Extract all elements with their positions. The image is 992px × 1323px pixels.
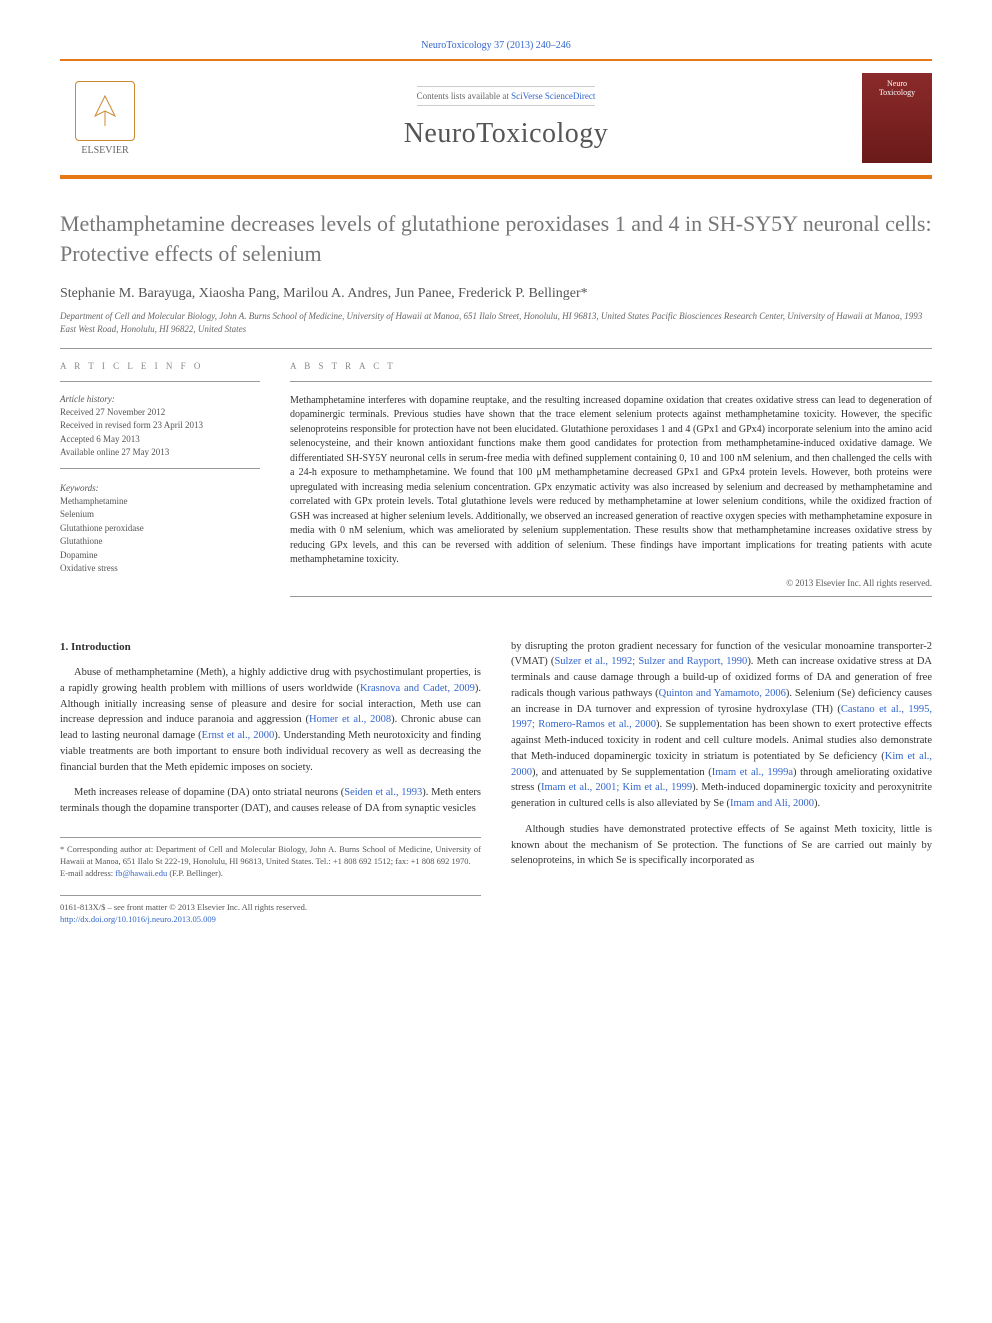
citation-link[interactable]: Imam et al., 1999a xyxy=(712,767,793,778)
history-label: Article history: xyxy=(60,394,260,404)
history-item: Received in revised form 23 April 2013 xyxy=(60,419,260,433)
email-label: E-mail address: xyxy=(60,868,115,878)
keyword-item: Dopamine xyxy=(60,549,260,563)
history-item: Available online 27 May 2013 xyxy=(60,446,260,460)
abstract-divider xyxy=(290,381,932,382)
cover-title-top: Neuro xyxy=(887,79,907,88)
doi-link[interactable]: http://dx.doi.org/10.1016/j.neuro.2013.0… xyxy=(60,914,481,926)
elsevier-label: ELSEVIER xyxy=(81,145,128,156)
article-info-label: A R T I C L E I N F O xyxy=(60,361,260,371)
body-text: ), and attenuated by Se supplementation … xyxy=(532,767,712,778)
body-text: ). xyxy=(814,798,820,809)
history-item: Accepted 6 May 2013 xyxy=(60,433,260,447)
abstract-block: A B S T R A C T Methamphetamine interfer… xyxy=(290,361,932,609)
keyword-item: Selenium xyxy=(60,508,260,522)
publisher-block: ELSEVIER xyxy=(60,81,150,156)
body-paragraph: Abuse of methamphetamine (Meth), a highl… xyxy=(60,665,481,775)
history-item: Received 27 November 2012 xyxy=(60,406,260,420)
abstract-label: A B S T R A C T xyxy=(290,361,932,371)
abstract-text: Methamphetamine interferes with dopamine… xyxy=(290,394,932,568)
keyword-item: Glutathione xyxy=(60,535,260,549)
journal-cover-thumbnail: Neuro Toxicology xyxy=(862,73,932,163)
sciencedirect-link[interactable]: SciVerse ScienceDirect xyxy=(511,91,595,101)
masthead-center: Contents lists available at SciVerse Sci… xyxy=(150,86,862,150)
citation-link[interactable]: Krasnova and Cadet, 2009 xyxy=(360,683,475,694)
affiliations: Department of Cell and Molecular Biology… xyxy=(60,310,932,335)
citation-link[interactable]: Seiden et al., 1993 xyxy=(344,787,422,798)
keyword-item: Glutathione peroxidase xyxy=(60,522,260,536)
body-paragraph: Meth increases release of dopamine (DA) … xyxy=(60,785,481,817)
article-title: Methamphetamine decreases levels of glut… xyxy=(60,209,932,268)
masthead: ELSEVIER Contents lists available at Sci… xyxy=(60,59,932,179)
cover-title-bottom: Toxicology xyxy=(879,88,915,97)
front-matter-text: 0161-813X/$ – see front matter © 2013 El… xyxy=(60,902,481,914)
info-divider xyxy=(60,468,260,469)
footnote-text: * Corresponding author at: Department of… xyxy=(60,844,481,868)
journal-citation-header: NeuroToxicology 37 (2013) 240–246 xyxy=(60,40,932,51)
abstract-bottom-divider xyxy=(290,596,932,597)
contents-prefix: Contents lists available at xyxy=(417,91,511,101)
citation-link[interactable]: Sulzer et al., 1992; Sulzer and Rayport,… xyxy=(554,656,747,667)
keyword-item: Methamphetamine xyxy=(60,495,260,509)
body-column-left: 1. Introduction Abuse of methamphetamine… xyxy=(60,639,481,927)
citation-link[interactable]: Quinton and Yamamoto, 2006 xyxy=(659,688,786,699)
journal-title: NeuroToxicology xyxy=(150,118,862,150)
elsevier-tree-logo xyxy=(75,81,135,141)
body-column-right: by disrupting the proton gradient necess… xyxy=(511,639,932,927)
body-paragraph: Although studies have demonstrated prote… xyxy=(511,822,932,869)
section-heading: 1. Introduction xyxy=(60,639,481,656)
body-text: Although studies have demonstrated prote… xyxy=(511,824,932,867)
citation-link[interactable]: Ernst et al., 2000 xyxy=(202,730,275,741)
keyword-item: Oxidative stress xyxy=(60,562,260,576)
corresponding-author-footnote: * Corresponding author at: Department of… xyxy=(60,837,481,880)
body-paragraph: by disrupting the proton gradient necess… xyxy=(511,639,932,812)
body-text: Meth increases release of dopamine (DA) … xyxy=(74,787,344,798)
email-link[interactable]: fb@hawaii.edu xyxy=(115,868,167,878)
divider-rule xyxy=(60,348,932,349)
copyright-line: © 2013 Elsevier Inc. All rights reserved… xyxy=(290,578,932,588)
contents-availability: Contents lists available at SciVerse Sci… xyxy=(417,86,596,106)
author-list: Stephanie M. Barayuga, Xiaosha Pang, Mar… xyxy=(60,286,932,302)
info-divider xyxy=(60,381,260,382)
citation-link[interactable]: Imam et al., 2001; Kim et al., 1999 xyxy=(541,782,692,793)
keywords-label: Keywords: xyxy=(60,483,260,493)
citation-link[interactable]: Imam and Ali, 2000 xyxy=(730,798,814,809)
article-info-block: A R T I C L E I N F O Article history: R… xyxy=(60,361,260,609)
email-suffix: (F.P. Bellinger). xyxy=(167,868,223,878)
citation-link[interactable]: Homer et al., 2008 xyxy=(309,714,391,725)
front-matter-footer: 0161-813X/$ – see front matter © 2013 El… xyxy=(60,895,481,926)
info-abstract-row: A R T I C L E I N F O Article history: R… xyxy=(60,361,932,609)
article-body: 1. Introduction Abuse of methamphetamine… xyxy=(60,639,932,927)
